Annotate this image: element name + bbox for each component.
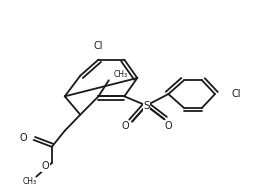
Text: S: S bbox=[143, 101, 150, 111]
Text: O: O bbox=[122, 121, 130, 131]
Text: O: O bbox=[19, 133, 27, 143]
Text: CH₃: CH₃ bbox=[114, 70, 128, 79]
Text: Cl: Cl bbox=[232, 89, 241, 99]
Text: Cl: Cl bbox=[94, 41, 103, 51]
Text: O: O bbox=[164, 121, 172, 131]
Text: O: O bbox=[41, 161, 49, 171]
Text: CH₃: CH₃ bbox=[23, 177, 37, 186]
